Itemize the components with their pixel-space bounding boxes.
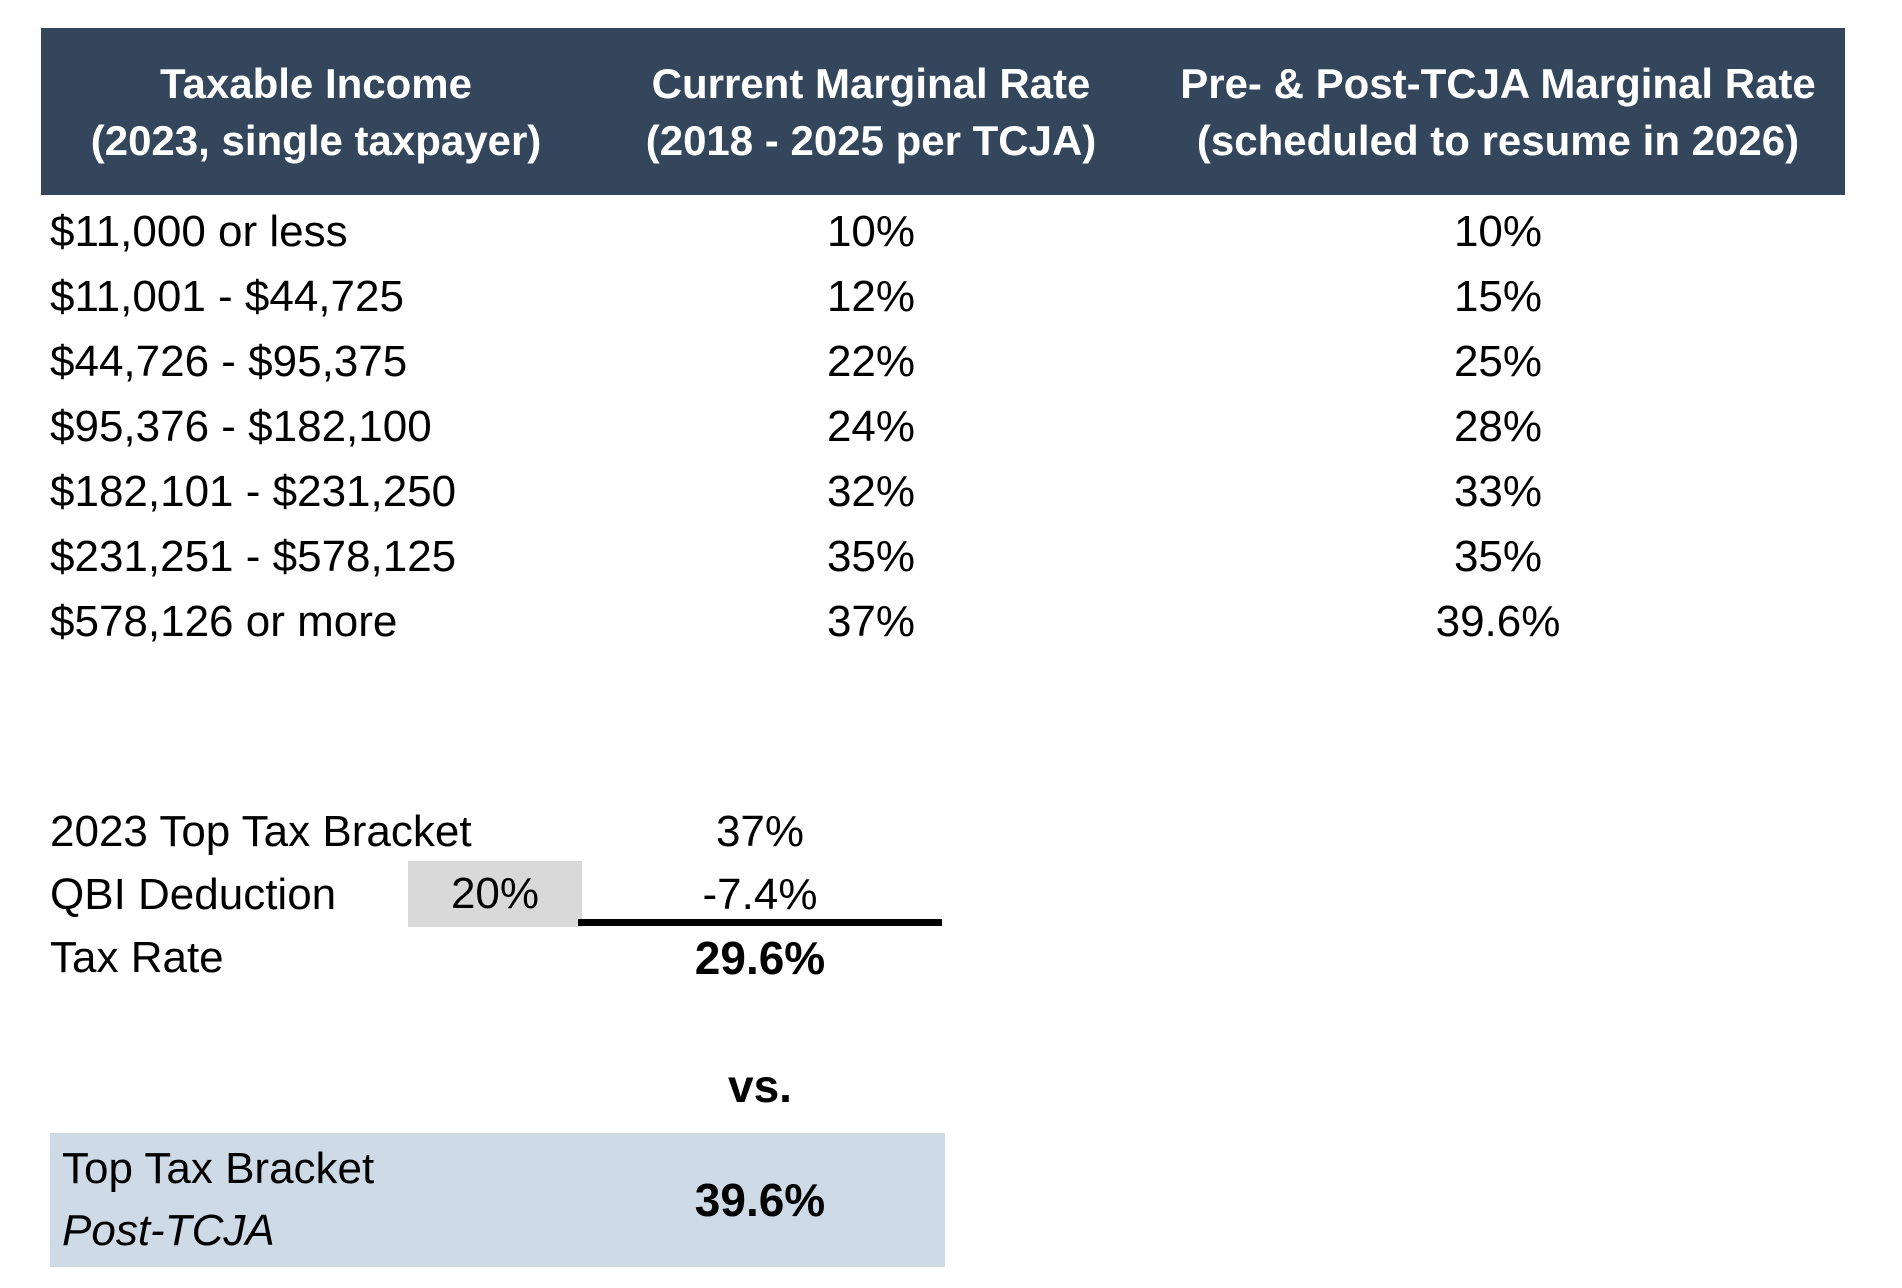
post-tcja-labels: Top Tax Bracket Post-TCJA [62, 1138, 374, 1262]
income-range: $231,251 - $578,125 [50, 531, 457, 581]
header-taxable-income-line1: Taxable Income [159, 59, 472, 107]
table-row: $44,726 - $95,375 22% 25% [41, 329, 1845, 394]
table-row: $231,251 - $578,125 35% 35% [41, 524, 1845, 589]
top-bracket-value: 37% [715, 806, 805, 856]
header-pre-post-rate-line2: (scheduled to resume in 2026) [1196, 116, 1800, 164]
income-range: $11,000 or less [50, 206, 348, 256]
header-col-current-rate: Current Marginal Rate (2018 - 2025 per T… [591, 28, 1151, 195]
post-tcja-label-line1: Top Tax Bracket [62, 1144, 375, 1193]
tax-table-header: Taxable Income (2023, single taxpayer) C… [41, 28, 1845, 195]
income-range: $95,376 - $182,100 [50, 401, 432, 451]
table-row: $11,001 - $44,725 12% 15% [41, 264, 1845, 329]
calc-row-top-bracket: 2023 Top Tax Bracket 37% [0, 800, 1000, 863]
calc-row-qbi-deduction: QBI Deduction 20% -7.4% [0, 861, 1000, 927]
pre-post-rate: 33% [1453, 466, 1543, 516]
header-col-taxable-income: Taxable Income (2023, single taxpayer) [41, 28, 591, 195]
header-current-rate-line2: (2018 - 2025 per TCJA) [645, 116, 1097, 164]
income-range: $578,126 or more [50, 596, 398, 646]
post-tcja-value: 39.6% [694, 1174, 826, 1226]
tax-table-body: $11,000 or less 10% 10% $11,001 - $44,72… [41, 199, 1845, 654]
pre-post-rate: 25% [1453, 336, 1543, 386]
post-tcja-label-line2: Post-TCJA [62, 1206, 275, 1255]
vs-label: vs. [728, 1060, 792, 1112]
table-row: $95,376 - $182,100 24% 28% [41, 394, 1845, 459]
current-rate: 12% [826, 271, 916, 321]
income-range: $11,001 - $44,725 [50, 271, 404, 321]
qbi-percent-cell: 20% [408, 861, 582, 927]
pre-post-rate: 28% [1453, 401, 1543, 451]
current-rate: 35% [826, 531, 916, 581]
table-row: $182,101 - $231,250 32% 33% [41, 459, 1845, 524]
current-rate: 37% [826, 596, 916, 646]
post-tcja-result-box: Top Tax Bracket Post-TCJA 39.6% [50, 1133, 945, 1267]
pre-post-rate: 10% [1453, 206, 1543, 256]
table-row: $578,126 or more 37% 39.6% [41, 589, 1845, 654]
tax-rate-value: 29.6% [694, 931, 826, 984]
qbi-deduction-value: -7.4% [702, 869, 818, 919]
current-rate: 22% [826, 336, 916, 386]
income-range: $44,726 - $95,375 [50, 336, 408, 386]
pre-post-rate: 15% [1453, 271, 1543, 321]
current-rate: 10% [826, 206, 916, 256]
header-pre-post-rate-line1: Pre- & Post-TCJA Marginal Rate [1180, 59, 1816, 107]
table-row: $11,000 or less 10% 10% [41, 199, 1845, 264]
qbi-calculation-block: 2023 Top Tax Bracket 37% QBI Deduction 2… [0, 800, 1000, 989]
tax-rate-label: Tax Rate [50, 932, 224, 982]
qbi-deduction-label: QBI Deduction [50, 869, 337, 919]
current-rate: 32% [826, 466, 916, 516]
top-bracket-label: 2023 Top Tax Bracket [50, 806, 472, 856]
header-taxable-income-line2: (2023, single taxpayer) [90, 116, 542, 164]
current-rate: 24% [826, 401, 916, 451]
calc-row-tax-rate: Tax Rate 29.6% [0, 926, 1000, 989]
header-col-pre-post-rate: Pre- & Post-TCJA Marginal Rate (schedule… [1151, 28, 1845, 195]
header-current-rate-line1: Current Marginal Rate [651, 59, 1091, 107]
sum-rule-line [578, 919, 942, 926]
income-range: $182,101 - $231,250 [50, 466, 457, 516]
pre-post-rate: 39.6% [1435, 596, 1561, 646]
pre-post-rate: 35% [1453, 531, 1543, 581]
